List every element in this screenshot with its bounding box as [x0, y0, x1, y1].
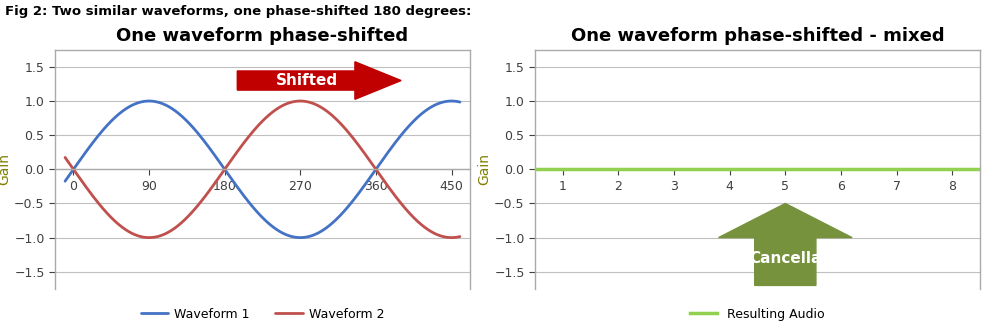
- Text: Shifted: Shifted: [276, 73, 338, 88]
- Waveform 2: [251, 124, 263, 128]
- Waveform 2: [79, 184, 91, 188]
- Waveform 2: [443, 235, 455, 239]
- Waveform 2: [454, 235, 466, 239]
- Waveform 2: [143, 236, 155, 240]
- Waveform 1: [143, 99, 155, 103]
- Waveform 1: [241, 198, 253, 202]
- Line: Waveform 1: Waveform 1: [65, 101, 460, 238]
- Waveform 1: [79, 151, 91, 155]
- FancyArrow shape: [237, 62, 401, 99]
- Waveform 1: [454, 100, 466, 104]
- Resulting Audio: [574, 167, 586, 171]
- Title: One waveform phase-shifted: One waveform phase-shifted: [116, 28, 409, 45]
- Line: Waveform 2: Waveform 2: [65, 101, 460, 238]
- Resulting Audio: [709, 167, 721, 171]
- Waveform 2: [294, 99, 306, 103]
- Waveform 1: [370, 167, 382, 171]
- Waveform 2: [443, 235, 455, 239]
- Waveform 2: [370, 168, 382, 172]
- Resulting Audio: [974, 167, 986, 171]
- Text: Cancellation: Cancellation: [749, 251, 855, 266]
- Waveform 1: [443, 99, 455, 103]
- Legend: Waveform 1, Waveform 2: Waveform 1, Waveform 2: [136, 302, 389, 326]
- Title: One waveform phase-shifted - mixed: One waveform phase-shifted - mixed: [571, 28, 944, 45]
- Y-axis label: Gain: Gain: [477, 153, 491, 185]
- Waveform 1: [294, 236, 306, 240]
- Resulting Audio: [876, 167, 888, 171]
- Resulting Audio: [835, 167, 847, 171]
- Polygon shape: [719, 204, 852, 286]
- Text: Fig 2: Two similar waveforms, one phase-shifted 180 degrees:: Fig 2: Two similar waveforms, one phase-…: [5, 5, 471, 18]
- Resulting Audio: [725, 167, 737, 171]
- Waveform 1: [59, 179, 71, 183]
- Waveform 1: [443, 99, 455, 103]
- Resulting Audio: [529, 167, 541, 171]
- Waveform 2: [59, 155, 71, 159]
- Resulting Audio: [884, 167, 896, 171]
- Legend: Resulting Audio: Resulting Audio: [685, 302, 830, 326]
- Waveform 2: [241, 137, 253, 141]
- Waveform 1: [251, 210, 263, 214]
- Y-axis label: Gain: Gain: [0, 153, 11, 185]
